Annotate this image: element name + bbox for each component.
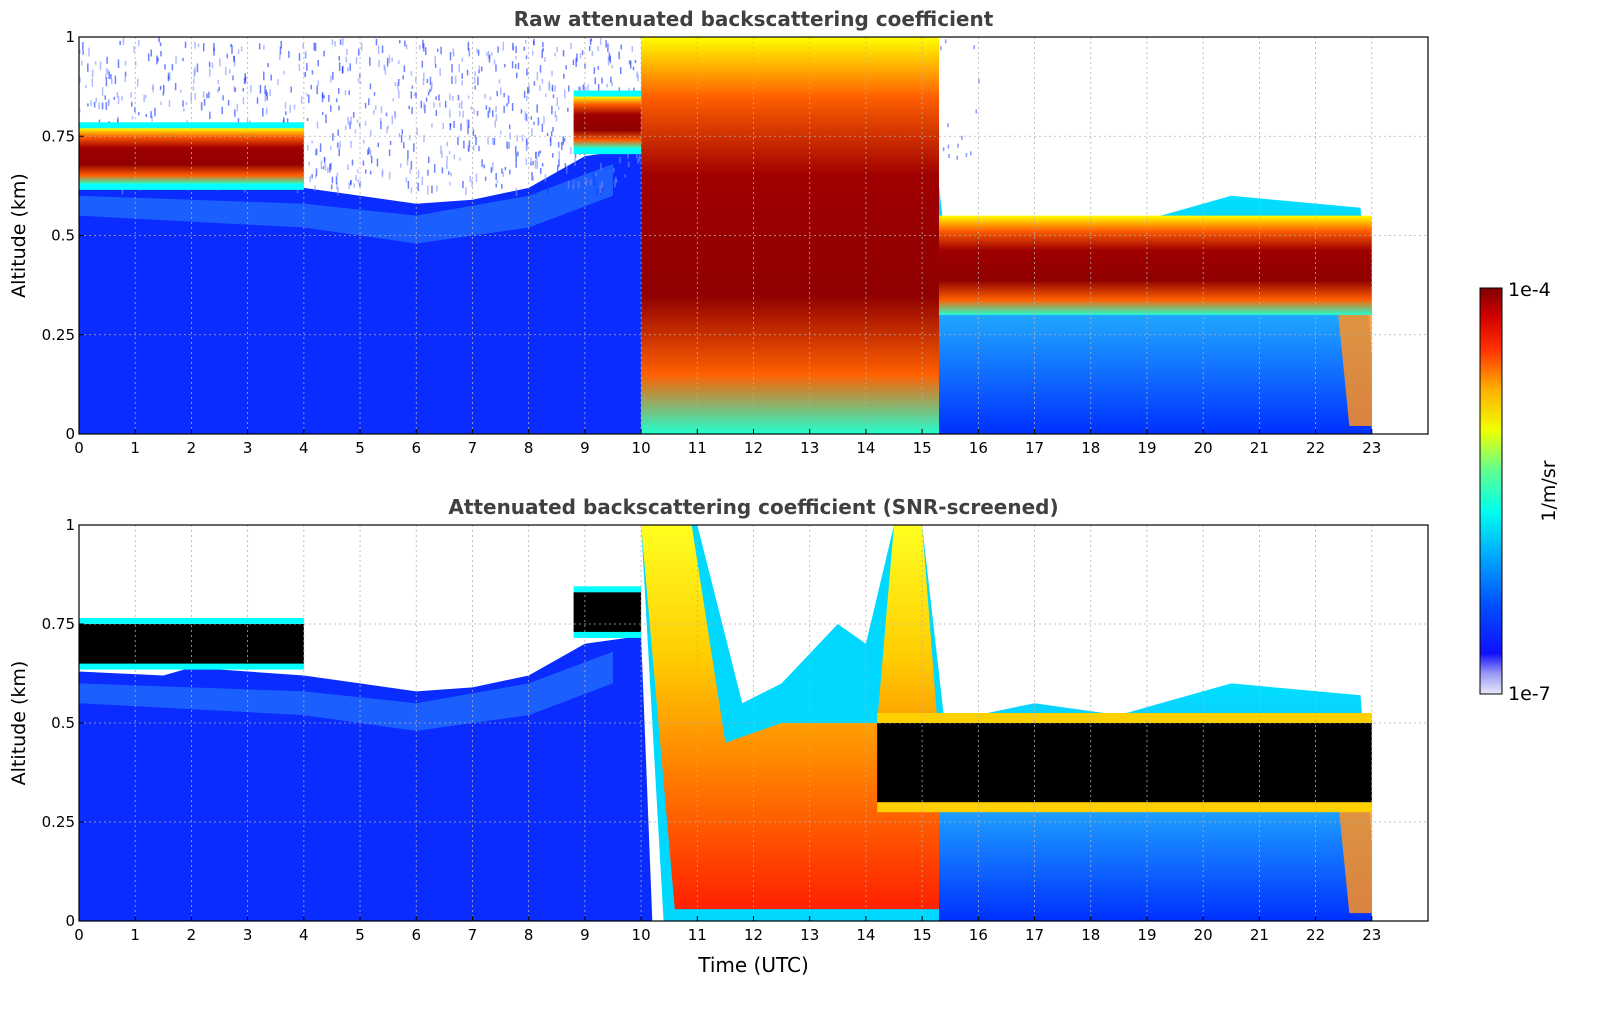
cloud-layer	[573, 592, 642, 632]
y-tick-label: 0	[65, 912, 75, 930]
x-tick-label: 0	[74, 926, 84, 944]
colorbar-unit-label: 1/m/sr	[1538, 460, 1560, 521]
y-tick-label: 1	[65, 28, 75, 46]
colorbar-min-label: 1e-7	[1508, 683, 1551, 705]
x-tick-label: 9	[580, 439, 590, 457]
x-tick-label: 16	[969, 439, 988, 457]
x-tick-label: 15	[913, 439, 932, 457]
snr-screened-backscatter-panel: 0 1 2 3 4 5 6 7 8 9 10 11 12 13 14 15 16 17 18 19 20 21 22 2300…	[8, 495, 1429, 977]
raw-backscatter-panel: 0 1 2 3 4 5 6 7 8 9 10 11 12 13 14 15 16 17 18 19 20 21 22 2300…	[8, 7, 1429, 457]
x-tick-label: 14	[856, 926, 875, 944]
x-tick-label: 22	[1306, 926, 1325, 944]
backscatter-field	[79, 525, 1372, 921]
x-tick-label: 3	[243, 439, 253, 457]
y-tick-label: 0.25	[42, 813, 75, 831]
x-tick-label: 5	[355, 439, 365, 457]
x-tick-label: 7	[468, 926, 478, 944]
y-tick-label: 0	[65, 425, 75, 443]
y-tick-label: 0.75	[42, 615, 75, 633]
x-tick-label: 1	[130, 439, 140, 457]
x-tick-label: 23	[1362, 926, 1381, 944]
x-tick-label: 20	[1194, 926, 1213, 944]
cloud-layer	[938, 215, 1372, 315]
x-tick-label: 23	[1362, 439, 1381, 457]
x-tick-label: 19	[1137, 926, 1156, 944]
x-tick-label: 18	[1081, 439, 1100, 457]
y-tick-label: 0.25	[42, 326, 75, 344]
y-tick-label: 1	[65, 516, 75, 534]
y-axis-label: Altitude (km)	[8, 661, 30, 786]
colorbar-max-label: 1e-4	[1508, 279, 1551, 301]
x-tick-label: 17	[1025, 439, 1044, 457]
y-tick-label: 0.5	[51, 714, 75, 732]
x-tick-label: 15	[913, 926, 932, 944]
cloud-layer	[573, 96, 642, 149]
precipitation-core	[641, 525, 939, 910]
aerosol-band	[79, 164, 613, 244]
cloud-saturated	[877, 723, 1372, 803]
x-tick-label: 9	[580, 926, 590, 944]
x-tick-label: 6	[411, 439, 421, 457]
x-tick-label: 12	[744, 926, 763, 944]
aerosol-band	[79, 651, 613, 731]
x-tick-label: 17	[1025, 926, 1044, 944]
x-axis-label: Time (UTC)	[697, 953, 809, 977]
x-tick-label: 4	[299, 439, 309, 457]
x-tick-label: 1	[130, 926, 140, 944]
y-axis-label: Altitude (km)	[8, 173, 30, 298]
x-tick-label: 5	[355, 926, 365, 944]
y-tick-label: 0.75	[42, 127, 75, 145]
y-tick-label: 0.5	[51, 227, 75, 245]
x-tick-label: 7	[468, 439, 478, 457]
x-tick-label: 0	[74, 439, 84, 457]
panel-title: Attenuated backscattering coefficient (S…	[448, 495, 1058, 519]
x-tick-label: 4	[299, 926, 309, 944]
x-tick-label: 21	[1250, 439, 1269, 457]
x-tick-label: 10	[632, 439, 651, 457]
grid	[78, 36, 1428, 435]
x-tick-label: 10	[632, 926, 651, 944]
x-tick-label: 16	[969, 926, 988, 944]
colorbar: 1e-4 1e-7 1/m/sr	[1479, 279, 1560, 705]
x-tick-label: 21	[1250, 926, 1269, 944]
x-tick-label: 14	[856, 439, 875, 457]
x-tick-label: 8	[524, 439, 534, 457]
x-tick-label: 11	[688, 926, 707, 944]
x-tick-label: 19	[1137, 439, 1156, 457]
x-tick-label: 13	[800, 439, 819, 457]
x-tick-label: 11	[688, 439, 707, 457]
x-tick-label: 3	[243, 926, 253, 944]
cloud-layer	[79, 624, 304, 664]
x-tick-label: 20	[1194, 439, 1213, 457]
x-tick-label: 2	[187, 926, 197, 944]
colorbar-scale	[1479, 287, 1503, 695]
x-tick-label: 13	[800, 926, 819, 944]
panel-title: Raw attenuated backscattering coefficien…	[514, 7, 994, 31]
x-tick-label: 18	[1081, 926, 1100, 944]
x-tick-label: 22	[1306, 439, 1325, 457]
x-tick-label: 2	[187, 439, 197, 457]
x-tick-label: 8	[524, 926, 534, 944]
x-tick-label: 6	[411, 926, 421, 944]
x-tick-label: 12	[744, 439, 763, 457]
backscatter-field	[79, 37, 1372, 434]
